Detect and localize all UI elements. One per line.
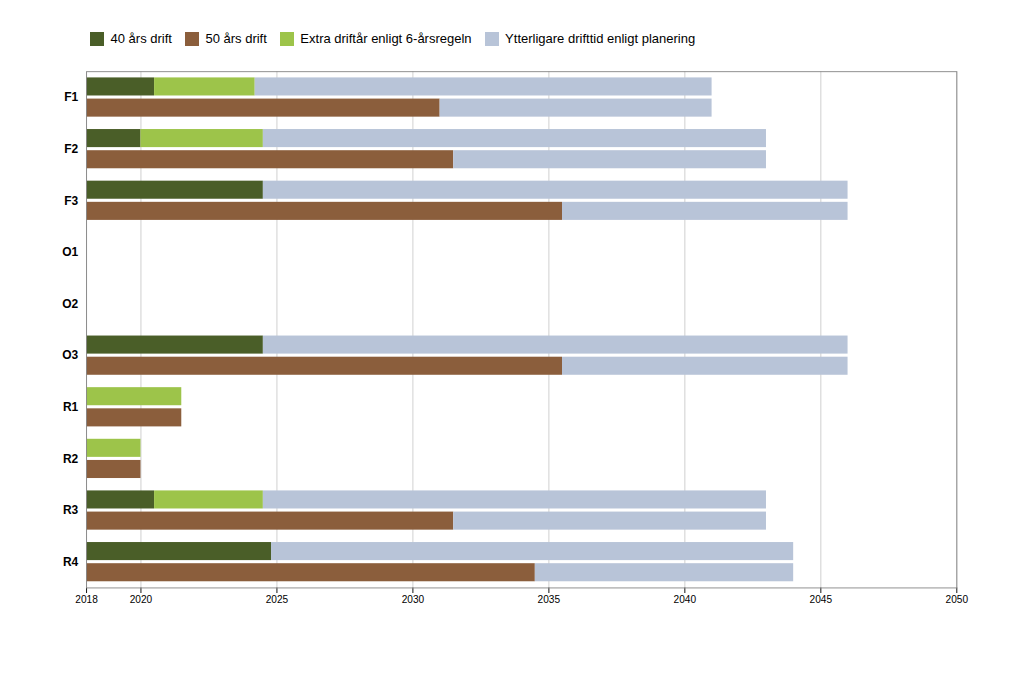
html-text:40 års drift: 40 års drift bbox=[110, 31, 172, 46]
svg-text:O2: O2 bbox=[62, 296, 78, 310]
html-text:Extra driftår enligt 6-årsrege: Extra driftår enligt 6-årsregeln bbox=[300, 31, 472, 46]
svg-text:2030: 2030 bbox=[402, 594, 425, 605]
svg-text:O1: O1 bbox=[62, 245, 78, 259]
svg-text:2018: 2018 bbox=[75, 594, 98, 605]
svg-text:R1: R1 bbox=[63, 400, 79, 414]
svg-text:2020: 2020 bbox=[130, 594, 153, 605]
svg-text:F1: F1 bbox=[64, 90, 78, 104]
svg-text:F2: F2 bbox=[64, 141, 78, 155]
svg-text:R4: R4 bbox=[63, 554, 79, 568]
svg-text:R3: R3 bbox=[63, 503, 79, 517]
html-text:50 års drift: 50 års drift bbox=[205, 31, 267, 46]
svg-text:2040: 2040 bbox=[674, 594, 697, 605]
svg-text:R2: R2 bbox=[63, 451, 79, 465]
svg-text:F3: F3 bbox=[64, 193, 78, 207]
svg-text:2050: 2050 bbox=[946, 594, 969, 605]
svg-text:O3: O3 bbox=[62, 348, 78, 362]
svg-text:2025: 2025 bbox=[266, 594, 289, 605]
svg-text:2045: 2045 bbox=[810, 594, 833, 605]
svg-text:2035: 2035 bbox=[538, 594, 561, 605]
html-text:Ytterligare drifttid enligt pl: Ytterligare drifttid enligt planering bbox=[505, 31, 696, 46]
